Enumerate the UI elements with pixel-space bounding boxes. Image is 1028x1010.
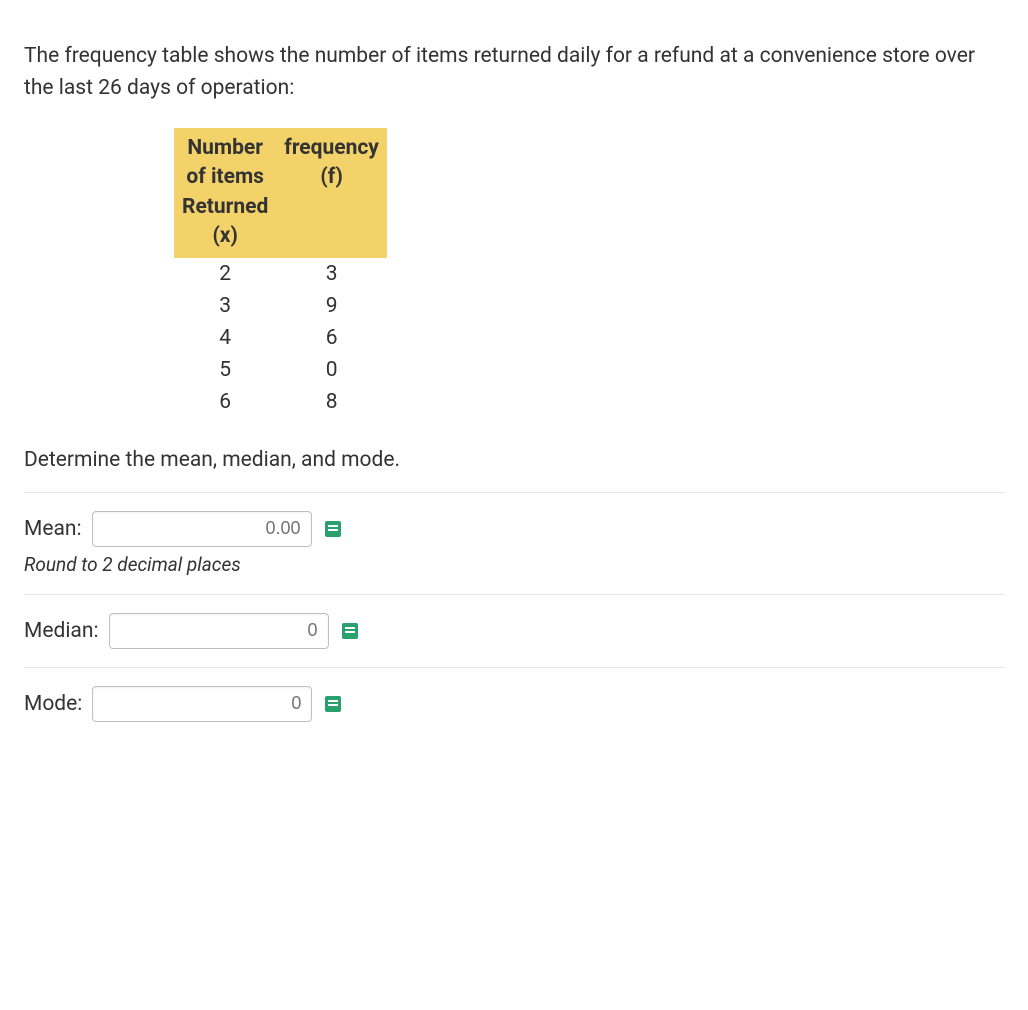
mean-input[interactable] bbox=[92, 511, 312, 547]
cell-x: 4 bbox=[174, 322, 276, 354]
cell-x: 5 bbox=[174, 354, 276, 386]
col2-line1: frequency bbox=[284, 134, 379, 163]
col-header-x: Number of items Returned (x) bbox=[174, 128, 276, 258]
col1-line3: Returned bbox=[182, 193, 268, 222]
table-row: 2 3 bbox=[174, 258, 387, 290]
mode-label: Mode: bbox=[24, 692, 82, 716]
col2-line2: (f) bbox=[284, 163, 379, 192]
cell-f: 9 bbox=[276, 290, 387, 322]
mean-label: Mean: bbox=[24, 517, 82, 541]
median-label: Median: bbox=[24, 619, 99, 643]
cell-f: 0 bbox=[276, 354, 387, 386]
frequency-table: Number of items Returned (x) frequency (… bbox=[174, 128, 387, 418]
separator bbox=[24, 667, 1004, 668]
median-row: Median: bbox=[24, 613, 1004, 649]
separator bbox=[24, 594, 1004, 595]
book-icon[interactable] bbox=[322, 693, 344, 715]
cell-f: 3 bbox=[276, 258, 387, 290]
table-row: 5 0 bbox=[174, 354, 387, 386]
table-row: 4 6 bbox=[174, 322, 387, 354]
col1-line4: (x) bbox=[182, 222, 268, 251]
col-header-f: frequency (f) bbox=[276, 128, 387, 258]
mode-row: Mode: bbox=[24, 686, 1004, 722]
mode-input[interactable] bbox=[92, 686, 312, 722]
cell-f: 6 bbox=[276, 322, 387, 354]
mean-hint: Round to 2 decimal places bbox=[24, 553, 1004, 576]
book-icon[interactable] bbox=[322, 518, 344, 540]
mean-row: Mean: bbox=[24, 511, 1004, 547]
cell-f: 8 bbox=[276, 386, 387, 418]
median-input[interactable] bbox=[109, 613, 329, 649]
table-row: 6 8 bbox=[174, 386, 387, 418]
table-row: 3 9 bbox=[174, 290, 387, 322]
intro-text: The frequency table shows the number of … bbox=[24, 41, 1004, 104]
separator bbox=[24, 492, 1004, 493]
cell-x: 3 bbox=[174, 290, 276, 322]
cell-x: 6 bbox=[174, 386, 276, 418]
book-icon[interactable] bbox=[339, 620, 361, 642]
col1-line2: of items bbox=[182, 163, 268, 192]
question-prompt: Determine the mean, median, and mode. bbox=[24, 448, 1004, 472]
cell-x: 2 bbox=[174, 258, 276, 290]
col1-line1: Number bbox=[182, 134, 268, 163]
